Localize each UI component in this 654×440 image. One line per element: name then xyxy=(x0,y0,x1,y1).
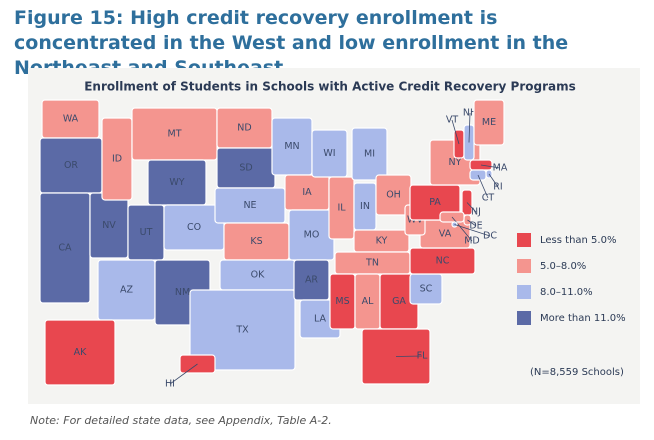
legend-label: Less than 5.0% xyxy=(540,235,616,246)
state-label: CO xyxy=(187,222,201,233)
legend-label: More than 11.0% xyxy=(540,313,626,324)
leader-line xyxy=(477,174,489,199)
state-label: MS xyxy=(335,296,349,307)
legend-swatch xyxy=(517,259,531,273)
leader-line xyxy=(169,363,198,385)
leader-line xyxy=(451,119,460,145)
state-label: IL xyxy=(337,203,346,214)
state-label: DE xyxy=(469,221,482,232)
state-label: NY xyxy=(449,157,462,168)
state-label: MN xyxy=(284,141,299,152)
legend-swatch xyxy=(517,311,531,325)
state-label: AR xyxy=(305,275,318,286)
state-label: IA xyxy=(302,187,312,198)
state-label: NE xyxy=(243,200,256,211)
state xyxy=(473,99,505,146)
state-label: SC xyxy=(420,284,433,295)
state-label: FL xyxy=(417,351,428,362)
state-label: WY xyxy=(169,177,184,188)
state-label: IN xyxy=(360,201,370,212)
leader-line xyxy=(488,173,499,188)
state-label: OR xyxy=(64,160,78,171)
state xyxy=(311,129,348,178)
state-label: WI xyxy=(323,148,335,159)
state-label: VA xyxy=(439,229,452,240)
leader-line xyxy=(454,224,491,237)
state-label: VT xyxy=(446,115,458,126)
state-label: LA xyxy=(314,314,327,325)
state-label: KY xyxy=(376,236,388,247)
state-label: NH xyxy=(463,108,477,119)
state-label: OK xyxy=(251,270,265,281)
state-label: UT xyxy=(140,227,153,238)
leader-line xyxy=(468,112,471,143)
state xyxy=(189,289,296,371)
state-label: KS xyxy=(250,236,262,247)
state-label: ID xyxy=(112,154,122,165)
state-label: MT xyxy=(168,129,182,140)
state-label: AZ xyxy=(120,285,133,296)
state-label: MO xyxy=(304,230,320,241)
state-label: PA xyxy=(429,197,441,208)
footnote: Note: For detailed state data, see Appen… xyxy=(30,414,332,427)
state-label: ND xyxy=(237,123,251,134)
state-label: GA xyxy=(392,296,406,307)
legend-swatch xyxy=(517,285,531,299)
leader-line xyxy=(451,216,473,242)
state xyxy=(44,319,116,386)
state-label: MA xyxy=(493,163,508,174)
state-label: WA xyxy=(63,114,79,125)
state-label: SD xyxy=(239,163,252,174)
legend-label: 8.0–11.0% xyxy=(540,287,593,298)
state-label: MD xyxy=(464,236,480,247)
state xyxy=(351,127,388,181)
sample-note: (N=8,559 Schools) xyxy=(530,367,624,378)
map-title: Enrollment of Students in Schools with A… xyxy=(84,80,576,94)
leader-line xyxy=(480,164,501,169)
state-label: MI xyxy=(364,149,375,160)
state-label: DC xyxy=(483,231,497,242)
legend-swatch xyxy=(517,233,531,247)
state-label: CA xyxy=(58,243,72,254)
state-label: OH xyxy=(386,190,401,201)
state-label: NC xyxy=(436,256,450,267)
legend-label: 5.0–8.0% xyxy=(540,261,586,272)
state-label: TN xyxy=(365,258,379,269)
leader-line xyxy=(467,219,477,227)
leader-line xyxy=(466,202,477,213)
state-label: NJ xyxy=(471,207,481,218)
state-label: CT xyxy=(482,193,495,204)
state-label: ME xyxy=(482,117,496,128)
state-label: AL xyxy=(362,296,374,307)
leader-line xyxy=(395,355,423,357)
state-label: AK xyxy=(74,347,87,358)
state-label: TX xyxy=(235,325,249,336)
state-label: HI xyxy=(165,379,175,390)
state-label: RI xyxy=(493,182,502,193)
state-label: NV xyxy=(102,220,116,231)
state-label: NM xyxy=(175,287,190,298)
